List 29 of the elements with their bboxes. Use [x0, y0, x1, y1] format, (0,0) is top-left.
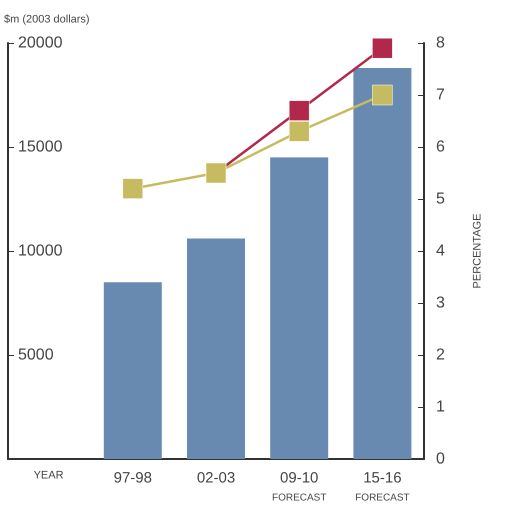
point — [372, 38, 393, 58]
y-tick-label: 20000 — [18, 34, 63, 52]
x-tick-label: 02-03 — [196, 470, 236, 486]
bar — [187, 238, 245, 459]
y2-tick-label: 4 — [436, 242, 445, 260]
y-tick-label: 15000 — [18, 138, 63, 156]
x-tick-label: 09-10 FORECAST — [272, 470, 326, 504]
point — [288, 100, 310, 121]
bar — [353, 68, 412, 459]
y2-tick-label: 1 — [436, 398, 445, 416]
point — [288, 121, 310, 142]
y2-tick-label: 6 — [436, 138, 445, 156]
point — [122, 178, 144, 199]
x-tick-label: 97-98 — [114, 470, 152, 486]
y2-tick-label: 2 — [436, 346, 445, 364]
y-tick-label: 10000 — [18, 242, 63, 260]
bar — [104, 282, 162, 459]
y-axis-title: $m (2003 dollars) — [4, 14, 90, 26]
y-tick-label: 5000 — [18, 346, 54, 364]
y2-tick-label: 5 — [436, 190, 445, 208]
x-axis-title: YEAR — [34, 470, 64, 482]
y2-tick-label: 7 — [436, 86, 445, 104]
y2-axis-title: PERCENTAGE — [472, 214, 484, 288]
y2-tick-label: 8 — [436, 34, 445, 52]
bar — [270, 157, 328, 459]
x-tick-label: 15-16 FORECAST — [355, 470, 410, 504]
y2-tick-label: 3 — [436, 294, 445, 312]
point — [372, 84, 393, 106]
y2-tick-label: 0 — [436, 450, 445, 468]
